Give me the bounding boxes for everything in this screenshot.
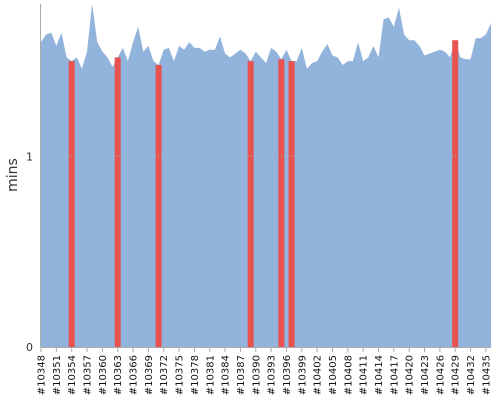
x-tick-label: #10405: [328, 355, 339, 395]
x-tick-label: #10354: [67, 355, 78, 395]
highlight-bar-4: [247, 61, 254, 348]
highlight-bar-1: [68, 61, 75, 348]
x-tick-label: #10381: [205, 355, 216, 395]
y-axis-label: mins: [5, 158, 21, 192]
x-tick-label: #10363: [113, 355, 124, 395]
x-tick-label: #10420: [405, 355, 416, 395]
x-tick-label: #10351: [52, 355, 63, 395]
highlight-bar-5: [278, 59, 285, 347]
x-tick-label: #10372: [159, 355, 170, 395]
x-tick-label: #10396: [282, 355, 293, 395]
x-tick-label: #10411: [359, 355, 370, 395]
series-area: [41, 4, 491, 347]
x-tick-label: #10414: [374, 355, 385, 395]
x-tick-label: #10378: [190, 355, 201, 395]
highlight-bar-6: [288, 61, 295, 348]
x-tick-label: #10435: [481, 355, 492, 395]
highlight-bar-3: [155, 64, 162, 347]
x-tick-label: #10402: [313, 355, 324, 395]
x-tick-label: #10426: [435, 355, 446, 395]
x-tick-label: #10387: [236, 355, 247, 395]
x-tick-label: #10369: [144, 355, 155, 395]
x-tick-label: #10357: [83, 355, 94, 395]
x-tick-label: #10348: [37, 355, 48, 395]
x-tick-label: #10417: [389, 355, 400, 395]
x-tick-label: #10366: [129, 355, 140, 395]
x-tick-label: #10399: [297, 355, 308, 395]
x-tick-label: #10390: [251, 355, 262, 395]
x-tick-label: #10360: [98, 355, 109, 395]
x-tick-label: #10429: [451, 355, 462, 395]
y-tick-label: 0: [26, 341, 33, 354]
x-tick-label: #10393: [267, 355, 278, 395]
x-tick-label: #10384: [221, 355, 232, 395]
highlight-bar-2: [114, 57, 121, 348]
highlight-bar-7: [452, 40, 459, 348]
x-tick-label: #10423: [420, 355, 431, 395]
x-tick-label: #10408: [343, 355, 354, 395]
x-tick-label: #10432: [466, 355, 477, 395]
y-tick-label: 1: [26, 150, 33, 163]
x-tick-label: #10375: [175, 355, 186, 395]
